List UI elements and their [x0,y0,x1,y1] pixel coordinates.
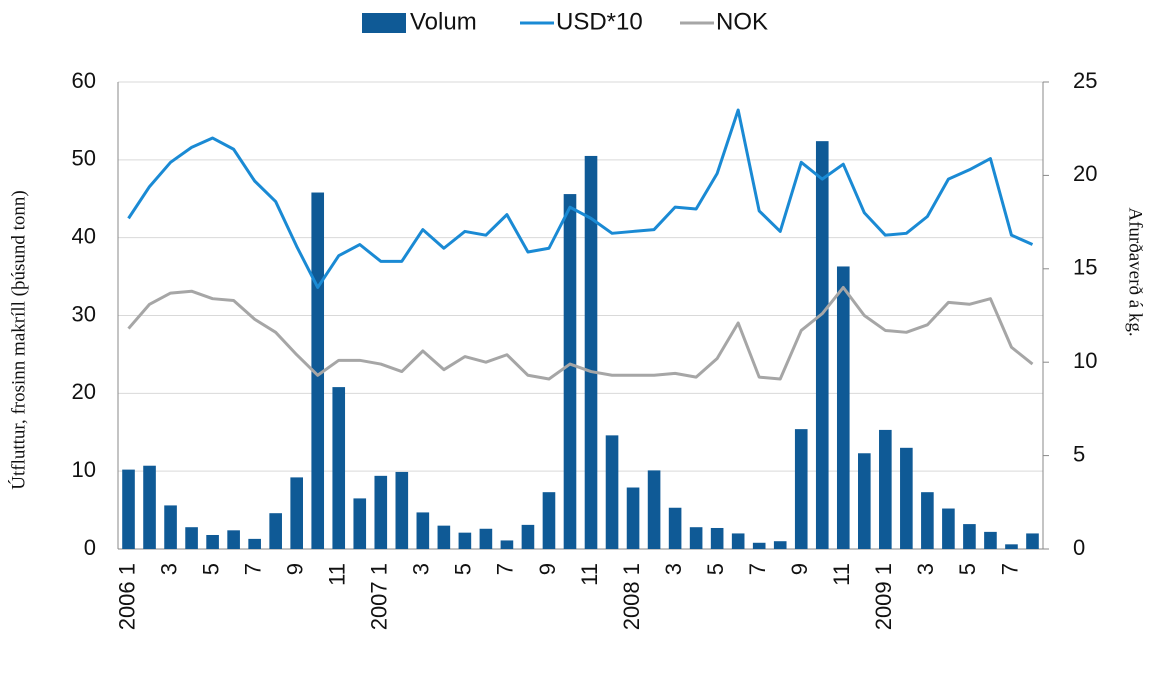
bar [1026,533,1039,549]
bar [963,524,976,549]
bar [647,470,661,549]
y2-tick-label: 0 [1073,535,1085,560]
y2-tick-label: 15 [1073,255,1097,280]
y-tick-label: 30 [72,301,96,326]
bar [668,507,682,549]
bar [164,505,177,549]
bar [122,469,135,549]
bar [458,532,472,549]
x-tick-label: 11 [325,563,350,586]
x-tick-label: 11 [829,563,854,586]
bar [879,429,892,549]
bar [290,477,303,549]
x-tick-label: 9 [535,563,560,575]
bar [332,387,346,549]
x-tick-label: 7 [745,563,770,575]
bar [353,498,367,549]
y2-tick-label: 25 [1073,68,1097,93]
bar [248,538,261,549]
bar [542,492,556,549]
bar [416,512,430,549]
bar [500,540,514,549]
bar [185,527,198,549]
y-tick-label: 40 [72,223,96,248]
x-tick-label: 2007 1 [367,563,392,630]
bar [794,429,808,549]
y-tick-label: 20 [72,379,96,404]
legend-label: USD*10 [556,8,643,35]
y2-tick-label: 20 [1073,161,1097,186]
bar [900,447,913,549]
legend-label: NOK [716,8,768,35]
x-tick-label: 11 [577,563,602,586]
y-tick-label: 60 [72,68,96,93]
bar [626,487,640,549]
x-tick-label: 5 [703,563,728,575]
y-tick-label: 10 [72,457,96,482]
bar [227,530,240,549]
bar [836,266,850,549]
x-tick-label: 5 [955,563,980,575]
x-tick-label: 3 [409,563,434,575]
bar [815,141,829,550]
x-tick-label: 7 [997,563,1022,575]
bar [479,528,493,549]
y-tick-label: 50 [72,146,96,171]
y-tick-label: 0 [84,535,96,560]
bar [143,465,156,549]
bar [752,542,766,549]
x-tick-label: 9 [283,563,308,575]
bar [605,435,619,549]
bar [689,527,703,549]
y2-tick-label: 5 [1073,441,1085,466]
y2-tick-label: 10 [1073,348,1097,373]
line [127,285,1034,381]
y-axis-label: Útfluttur, frosinn makríll (þúsund tonn) [7,190,29,490]
bar [521,524,535,549]
line [127,108,1034,289]
bar [584,155,598,550]
x-tick-label: 9 [787,563,812,575]
bar [710,527,724,549]
bar [437,525,451,549]
y2-axis-label: Afurðaverð á kg. [1125,207,1146,336]
bar [374,475,388,549]
bar [395,471,409,549]
bar [1005,544,1018,549]
x-tick-label: 2008 1 [619,563,644,630]
x-tick-label: 3 [156,563,181,575]
bar [206,534,219,549]
bar [921,492,934,549]
x-tick-label: 5 [451,563,476,575]
bar [773,541,787,549]
x-tick-label: 7 [493,563,518,575]
bar [731,533,745,549]
bar [858,453,871,549]
x-tick-label: 2009 1 [871,563,896,630]
bar [269,513,282,549]
bar [942,508,955,549]
bar [984,531,997,549]
bar [563,194,577,549]
legend-swatch [362,13,406,33]
x-tick-label: 3 [913,563,938,575]
x-tick-label: 2006 1 [114,563,139,630]
x-tick-label: 7 [240,563,265,575]
legend-label: Volum [410,8,477,35]
x-tick-label: 3 [661,563,686,575]
x-tick-label: 5 [198,563,223,575]
